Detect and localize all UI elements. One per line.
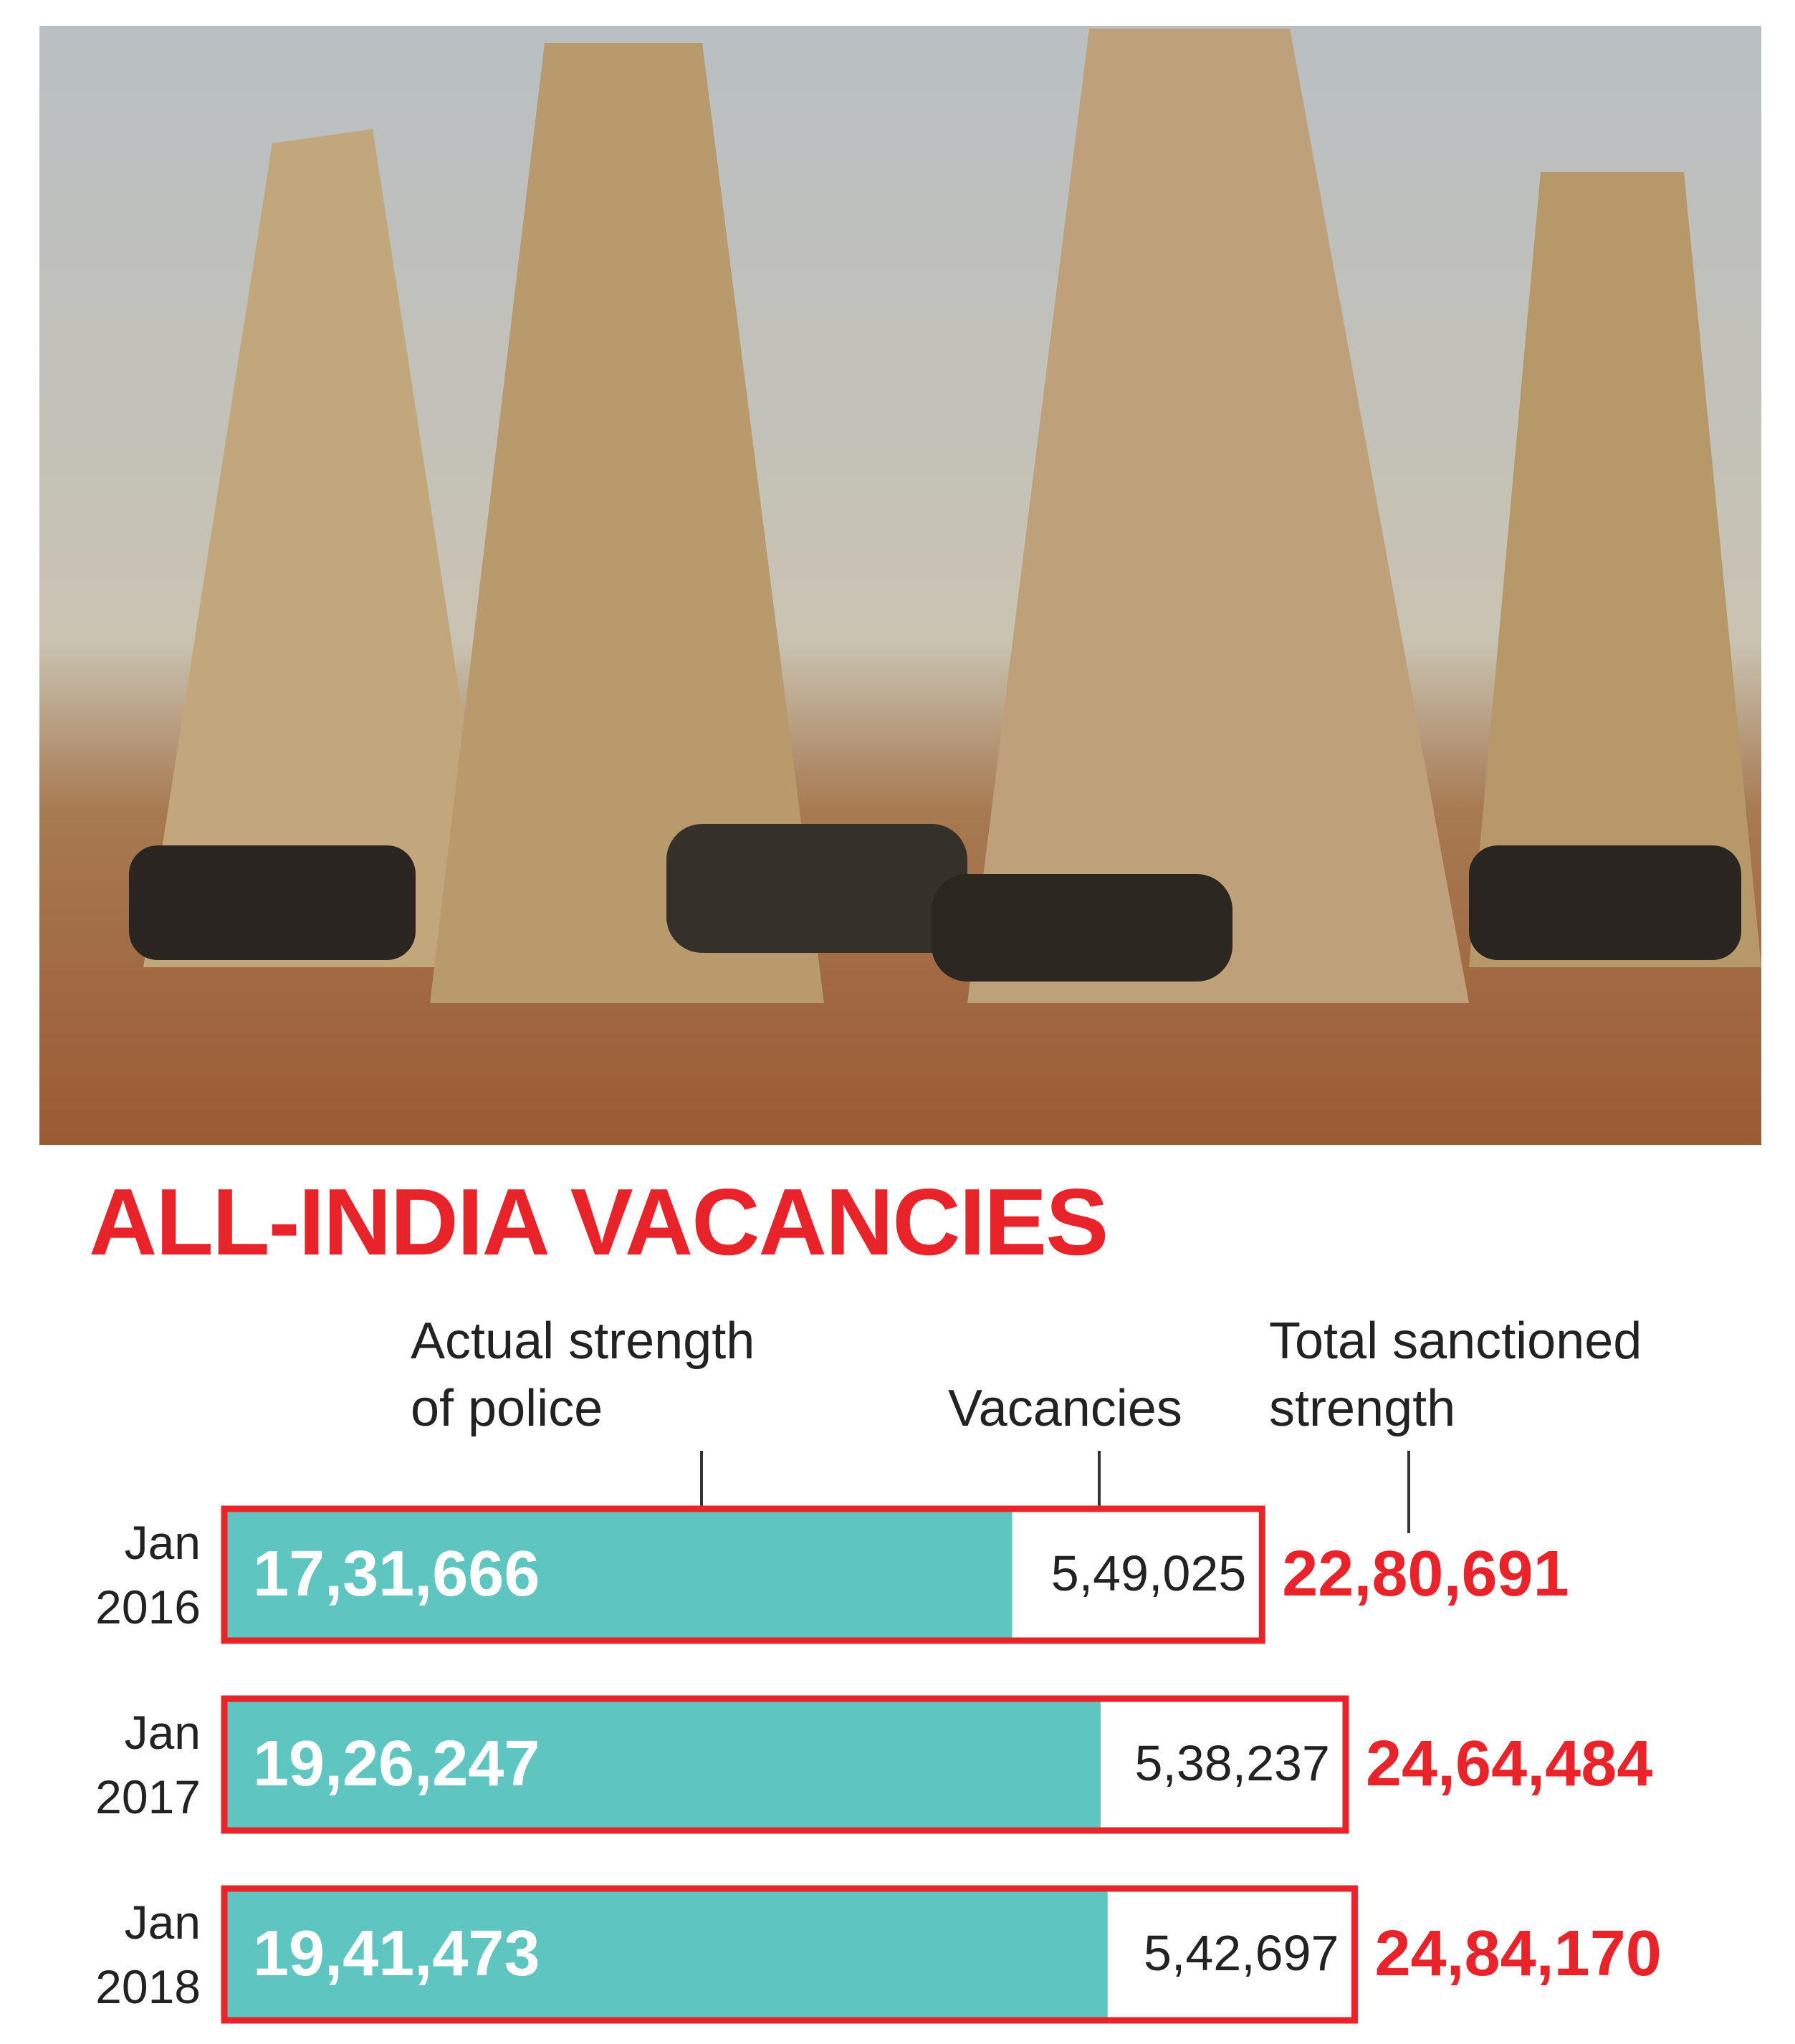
bar-segment	[1107, 1889, 1355, 2020]
legend-entry: Actual strength of police	[411, 1313, 755, 1437]
total-label: 24,64,484	[1365, 1728, 1653, 1800]
bar-segment	[224, 1509, 1013, 1641]
legend-entry: Total sanctioned strength	[1269, 1313, 1642, 1437]
category-label: Jan 2018	[95, 1896, 201, 2013]
total-label: 24,84,170	[1374, 1918, 1662, 1990]
category-label: Jan 2017	[95, 1706, 201, 1823]
category-label: Jan 2016	[95, 1516, 201, 1633]
total-outline	[221, 1505, 1265, 1644]
value-label: 5,49,025	[1050, 1545, 1247, 1601]
bar-segment	[1101, 1699, 1346, 1831]
total-outline	[221, 1885, 1358, 2024]
value-label: 5,38,237	[1134, 1735, 1330, 1791]
value-label: 19,41,473	[253, 1918, 540, 1990]
total-outline	[221, 1695, 1349, 1834]
chart-title: ALL-INDIA VACANCIES	[89, 1169, 1109, 1275]
value-label: 17,31,666	[253, 1538, 540, 1610]
bar-segment	[224, 1699, 1101, 1831]
value-label: 5,42,697	[1143, 1925, 1339, 1981]
bar-segment	[224, 1889, 1108, 2020]
value-label: 19,26,247	[253, 1728, 540, 1800]
total-label: 22,80,691	[1282, 1538, 1569, 1610]
photo	[39, 26, 1761, 1145]
legend-entry: Vacancies	[948, 1380, 1182, 1437]
bar-segment	[1012, 1509, 1263, 1641]
